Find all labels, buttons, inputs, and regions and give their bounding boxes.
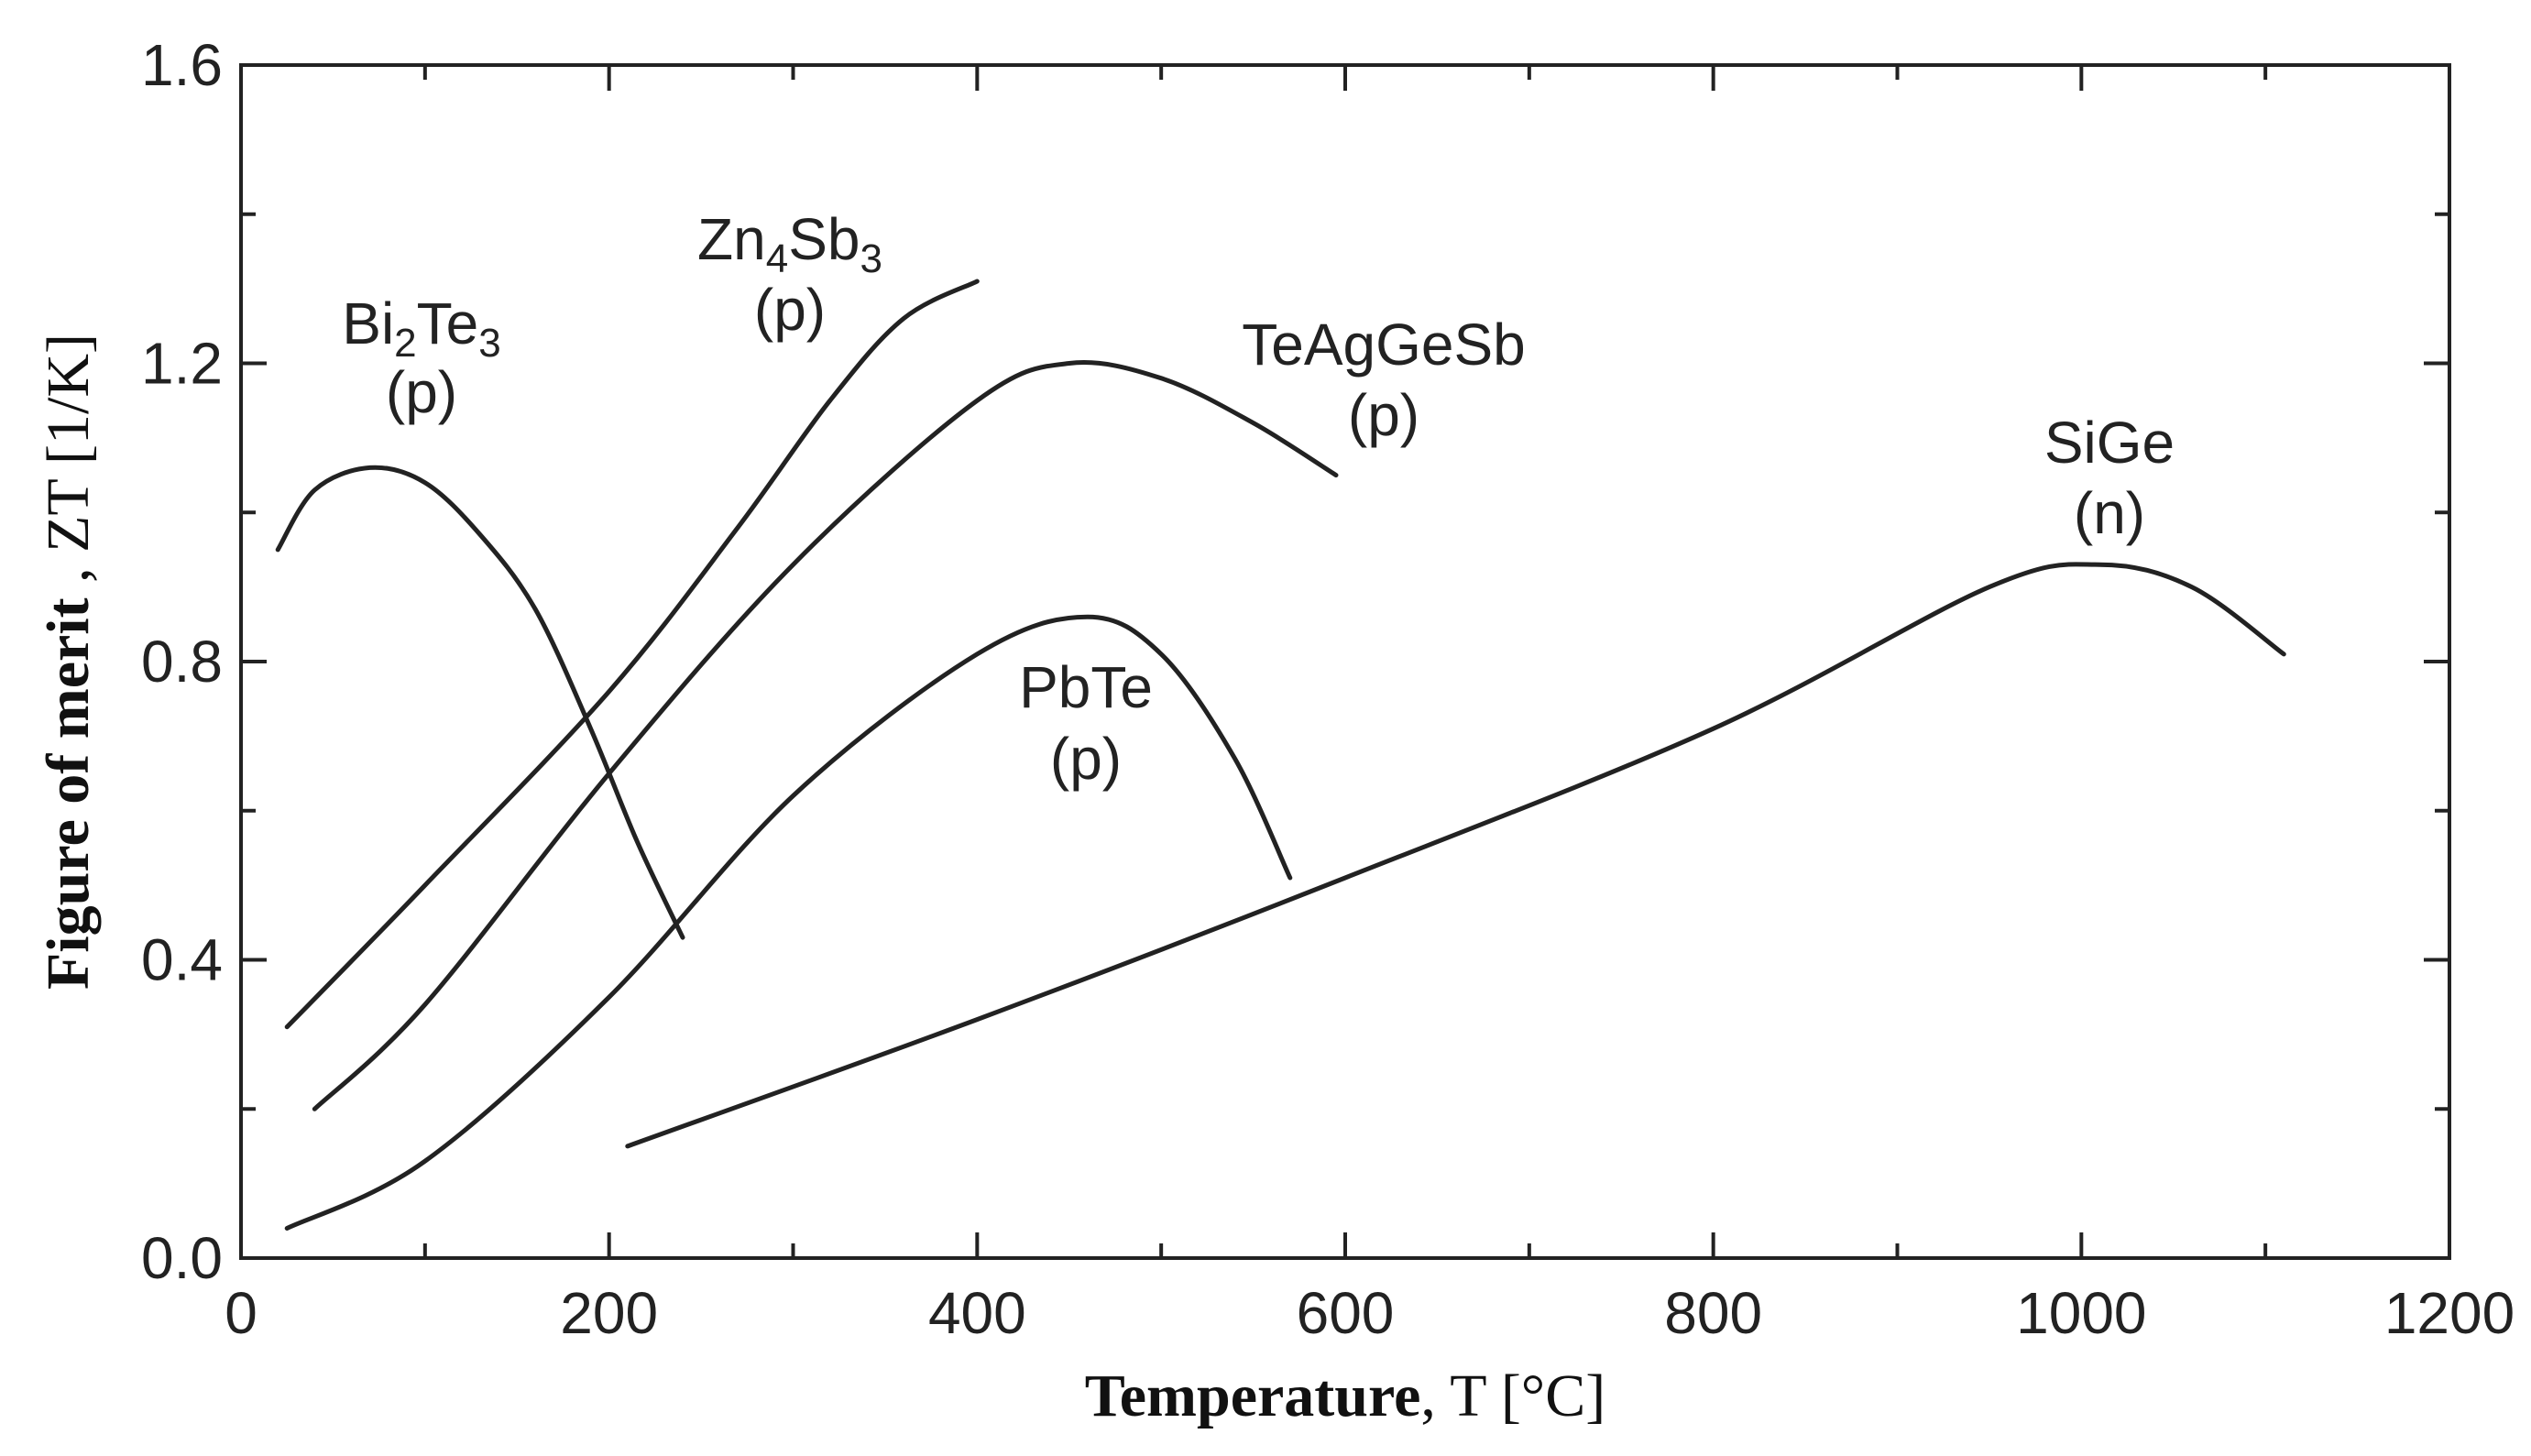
series-line-pbte [284,614,1293,1231]
x-tick-label: 1000 [2016,1280,2146,1346]
series-label-pbte: PbTe [1019,654,1153,720]
y-tick-label: 0.4 [141,927,223,993]
series-type-label-sige: (n) [2074,480,2145,546]
x-tick-label: 600 [1297,1280,1395,1346]
x-tick-label: 0 [225,1280,257,1346]
y-tick-label: 1.2 [141,331,223,397]
series-label-teaggesb: TeAgGeSb [1242,312,1526,378]
x-axis-title: Temperature, T [°C] [1085,1363,1605,1429]
series-line-teaggesb [312,360,1339,1111]
y-tick-label: 0.8 [141,629,223,695]
series-lines [275,279,2286,1231]
series-labels: Bi2Te3(p)Zn4Sb3(p)TeAgGeSb(p)PbTe(p)SiGe… [342,206,2175,792]
series-type-label-bi2te3: (p) [386,359,457,425]
series-label-bi2te3: Bi2Te3 [342,290,500,366]
series-line-zn4sb3 [284,279,980,1030]
plot-frame [239,63,2451,1260]
x-tick-label: 800 [1664,1280,1762,1346]
series-line-sige [625,562,2286,1149]
x-tick-label: 200 [560,1280,658,1346]
series-line-bi2te3 [275,465,685,940]
series-type-label-pbte: (p) [1050,726,1122,792]
x-tick-label: 400 [928,1280,1026,1346]
series-label-sige: SiGe [2044,410,2175,476]
axis-ticks [239,63,2451,1260]
series-label-zn4sb3: Zn4Sb3 [697,206,882,281]
y-tick-label: 1.6 [141,32,223,98]
series-type-label-teaggesb: (p) [1348,382,1419,448]
series-type-label-zn4sb3: (p) [754,277,826,343]
y-axis-title: Figure of merit , ZT [1/K] [35,334,102,990]
y-tick-label: 0.0 [141,1225,223,1291]
x-tick-label: 1200 [2384,1280,2515,1346]
